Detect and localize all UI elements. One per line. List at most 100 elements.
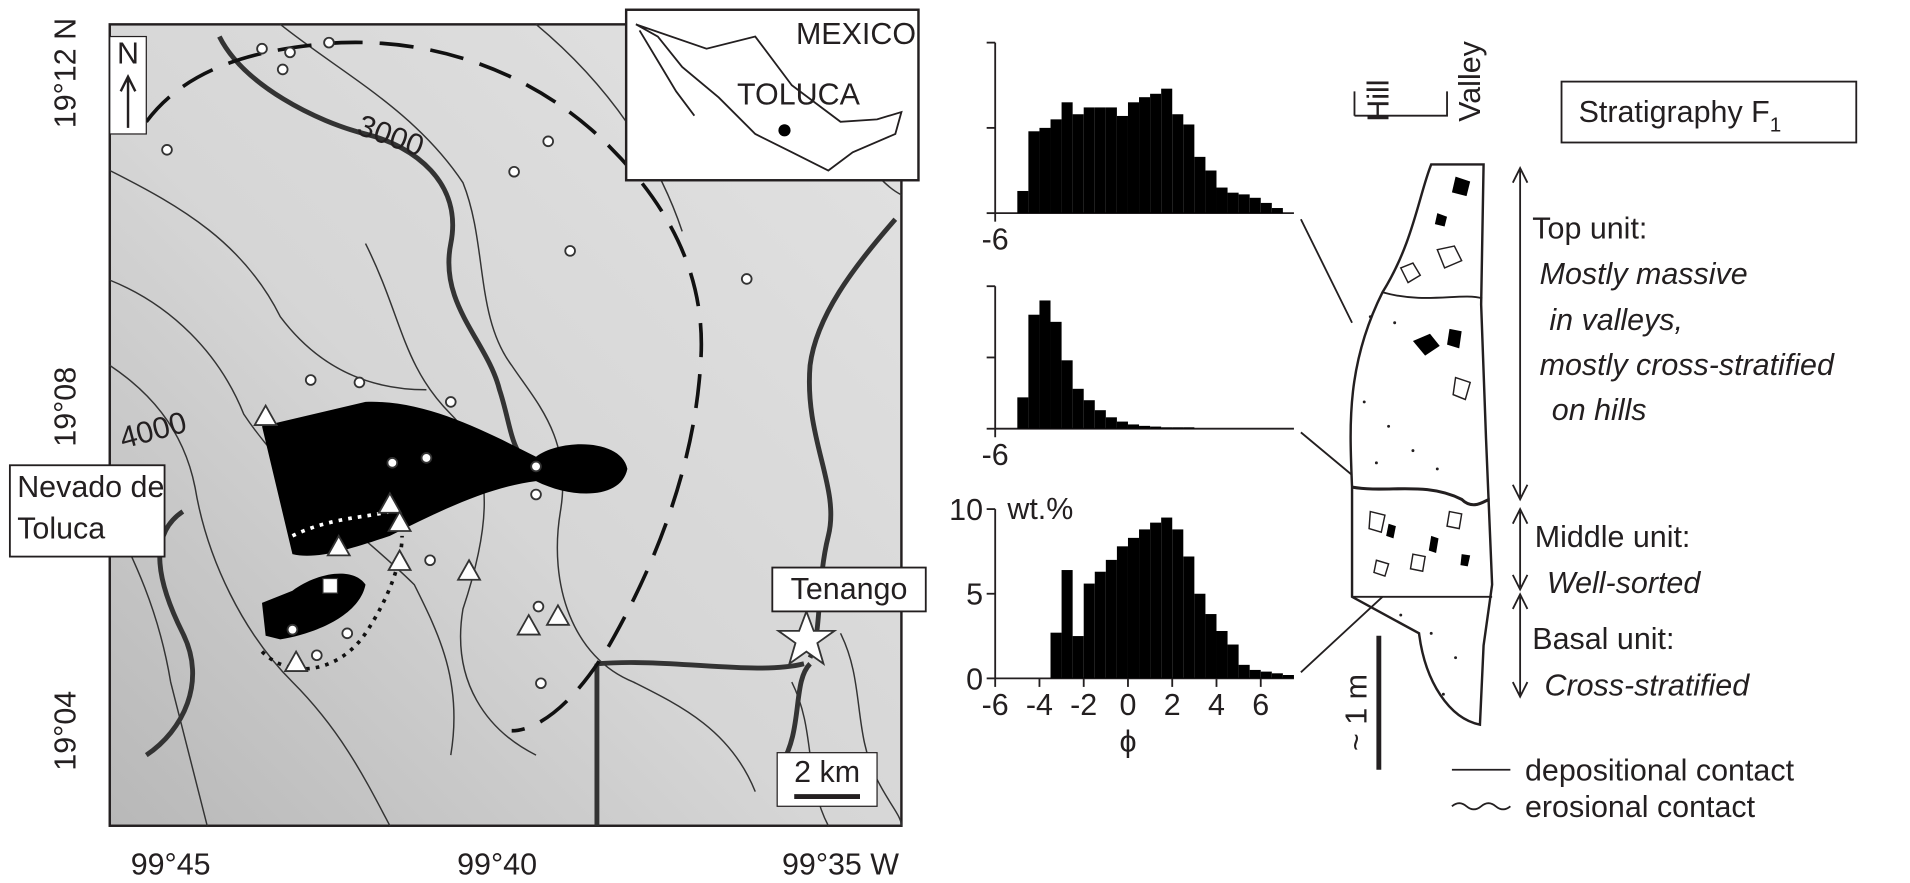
bar (1216, 188, 1227, 214)
figure: N 3000 4000 MEXICO TOLUCA Nevado de Tolu… (0, 0, 1910, 883)
bar (1283, 675, 1294, 678)
bar (1172, 529, 1183, 678)
map: N 3000 4000 MEXICO TOLUCA Nevado de Tolu… (10, 10, 926, 882)
unit-range-arrows (1513, 168, 1528, 697)
bar (1272, 673, 1283, 678)
unit-name: Middle unit: (1535, 520, 1691, 554)
bar (1039, 128, 1050, 213)
x-tick-label: 6 (1252, 688, 1269, 722)
bar (1039, 300, 1050, 428)
x-tick-label: 4 (1208, 688, 1225, 722)
bar (1161, 89, 1172, 213)
bar (1228, 645, 1239, 679)
bar (1106, 560, 1117, 679)
bar (1205, 614, 1216, 678)
bar (1150, 94, 1161, 213)
bar (1106, 417, 1117, 428)
section-outline (1351, 164, 1492, 724)
bar (1062, 570, 1073, 678)
x-tick-label: -2 (1070, 688, 1097, 722)
bar (1051, 119, 1062, 213)
inset-label: MEXICO (796, 17, 916, 51)
bar (1172, 427, 1183, 428)
bar (1139, 426, 1150, 429)
x-tick-label: -4 (1026, 688, 1053, 722)
unit-name: Top unit: (1532, 212, 1647, 246)
bar (1150, 523, 1161, 679)
y-tick-label: 10 (949, 493, 983, 527)
lat-label: 19°04 (49, 691, 83, 771)
bar (1261, 672, 1272, 679)
bar (1161, 518, 1172, 679)
unit-description: mostly cross-stratified (1540, 348, 1835, 382)
lat-label: 19°12 N (49, 18, 83, 128)
x-tick-label: -6 (982, 223, 1009, 257)
bar (1095, 107, 1106, 213)
bar (1139, 529, 1150, 678)
scale-label: 2 km (794, 755, 860, 789)
legend-label: erosional contact (1525, 790, 1756, 824)
bar (1261, 203, 1272, 213)
y-tick-label: 0 (966, 662, 983, 696)
bar (1095, 410, 1106, 429)
bar (1117, 546, 1128, 678)
y-axis-label: wt.% (1006, 492, 1073, 526)
vent-marker (323, 579, 338, 594)
volcano-label: Toluca (17, 511, 105, 545)
bar (1239, 194, 1250, 213)
bar (1128, 102, 1139, 213)
bar (1073, 389, 1084, 429)
bar (1017, 191, 1028, 213)
bar (1084, 400, 1095, 428)
valley-label: Valley (1453, 40, 1487, 121)
bar (1205, 171, 1216, 214)
bar (1150, 427, 1161, 429)
inset: MEXICO TOLUCA (626, 10, 918, 181)
x-tick-label: 2 (1164, 688, 1181, 722)
bar (1062, 360, 1073, 428)
bar (1106, 107, 1117, 213)
bar (1017, 397, 1028, 428)
inset-label: TOLUCA (737, 78, 861, 112)
unit-name: Basal unit: (1532, 622, 1674, 656)
bar (1117, 422, 1128, 429)
x-tick-label: -6 (982, 438, 1009, 472)
bar (1239, 665, 1250, 679)
bar (1128, 538, 1139, 679)
bar (1084, 107, 1095, 213)
bar (1250, 670, 1261, 678)
hill-label: Hill (1362, 80, 1396, 122)
lon-label: 99°35 W (782, 847, 899, 881)
unit-description: in valleys, (1549, 303, 1683, 337)
bar (1194, 594, 1205, 679)
x-axis-label: ϕ (1119, 724, 1136, 758)
bar (1128, 424, 1139, 428)
y-tick-label: 5 (966, 578, 983, 612)
bar (1073, 114, 1084, 213)
bar (1250, 198, 1261, 213)
legend-erosional (1452, 803, 1510, 809)
unit-description: on hills (1552, 393, 1647, 427)
scale-label: ~ 1 m (1340, 674, 1374, 751)
bar (1172, 114, 1183, 213)
bar (1183, 427, 1194, 428)
bar (1194, 157, 1205, 213)
bar (1051, 633, 1062, 679)
bar (1183, 556, 1194, 678)
bar (1139, 97, 1150, 213)
north-label: N (117, 36, 139, 70)
bar (1161, 427, 1172, 428)
bar (1062, 102, 1073, 213)
bar (1183, 124, 1194, 213)
bar (1073, 636, 1084, 678)
unit-description: Well-sorted (1547, 566, 1701, 600)
bar (1216, 631, 1227, 678)
bar (1228, 193, 1239, 213)
x-tick-label: 0 (1120, 688, 1137, 722)
bar (1084, 584, 1095, 679)
bar (1272, 208, 1283, 213)
lat-label: 19°08 (49, 367, 83, 447)
bar (1028, 315, 1039, 429)
town-label: Tenango (791, 572, 908, 606)
